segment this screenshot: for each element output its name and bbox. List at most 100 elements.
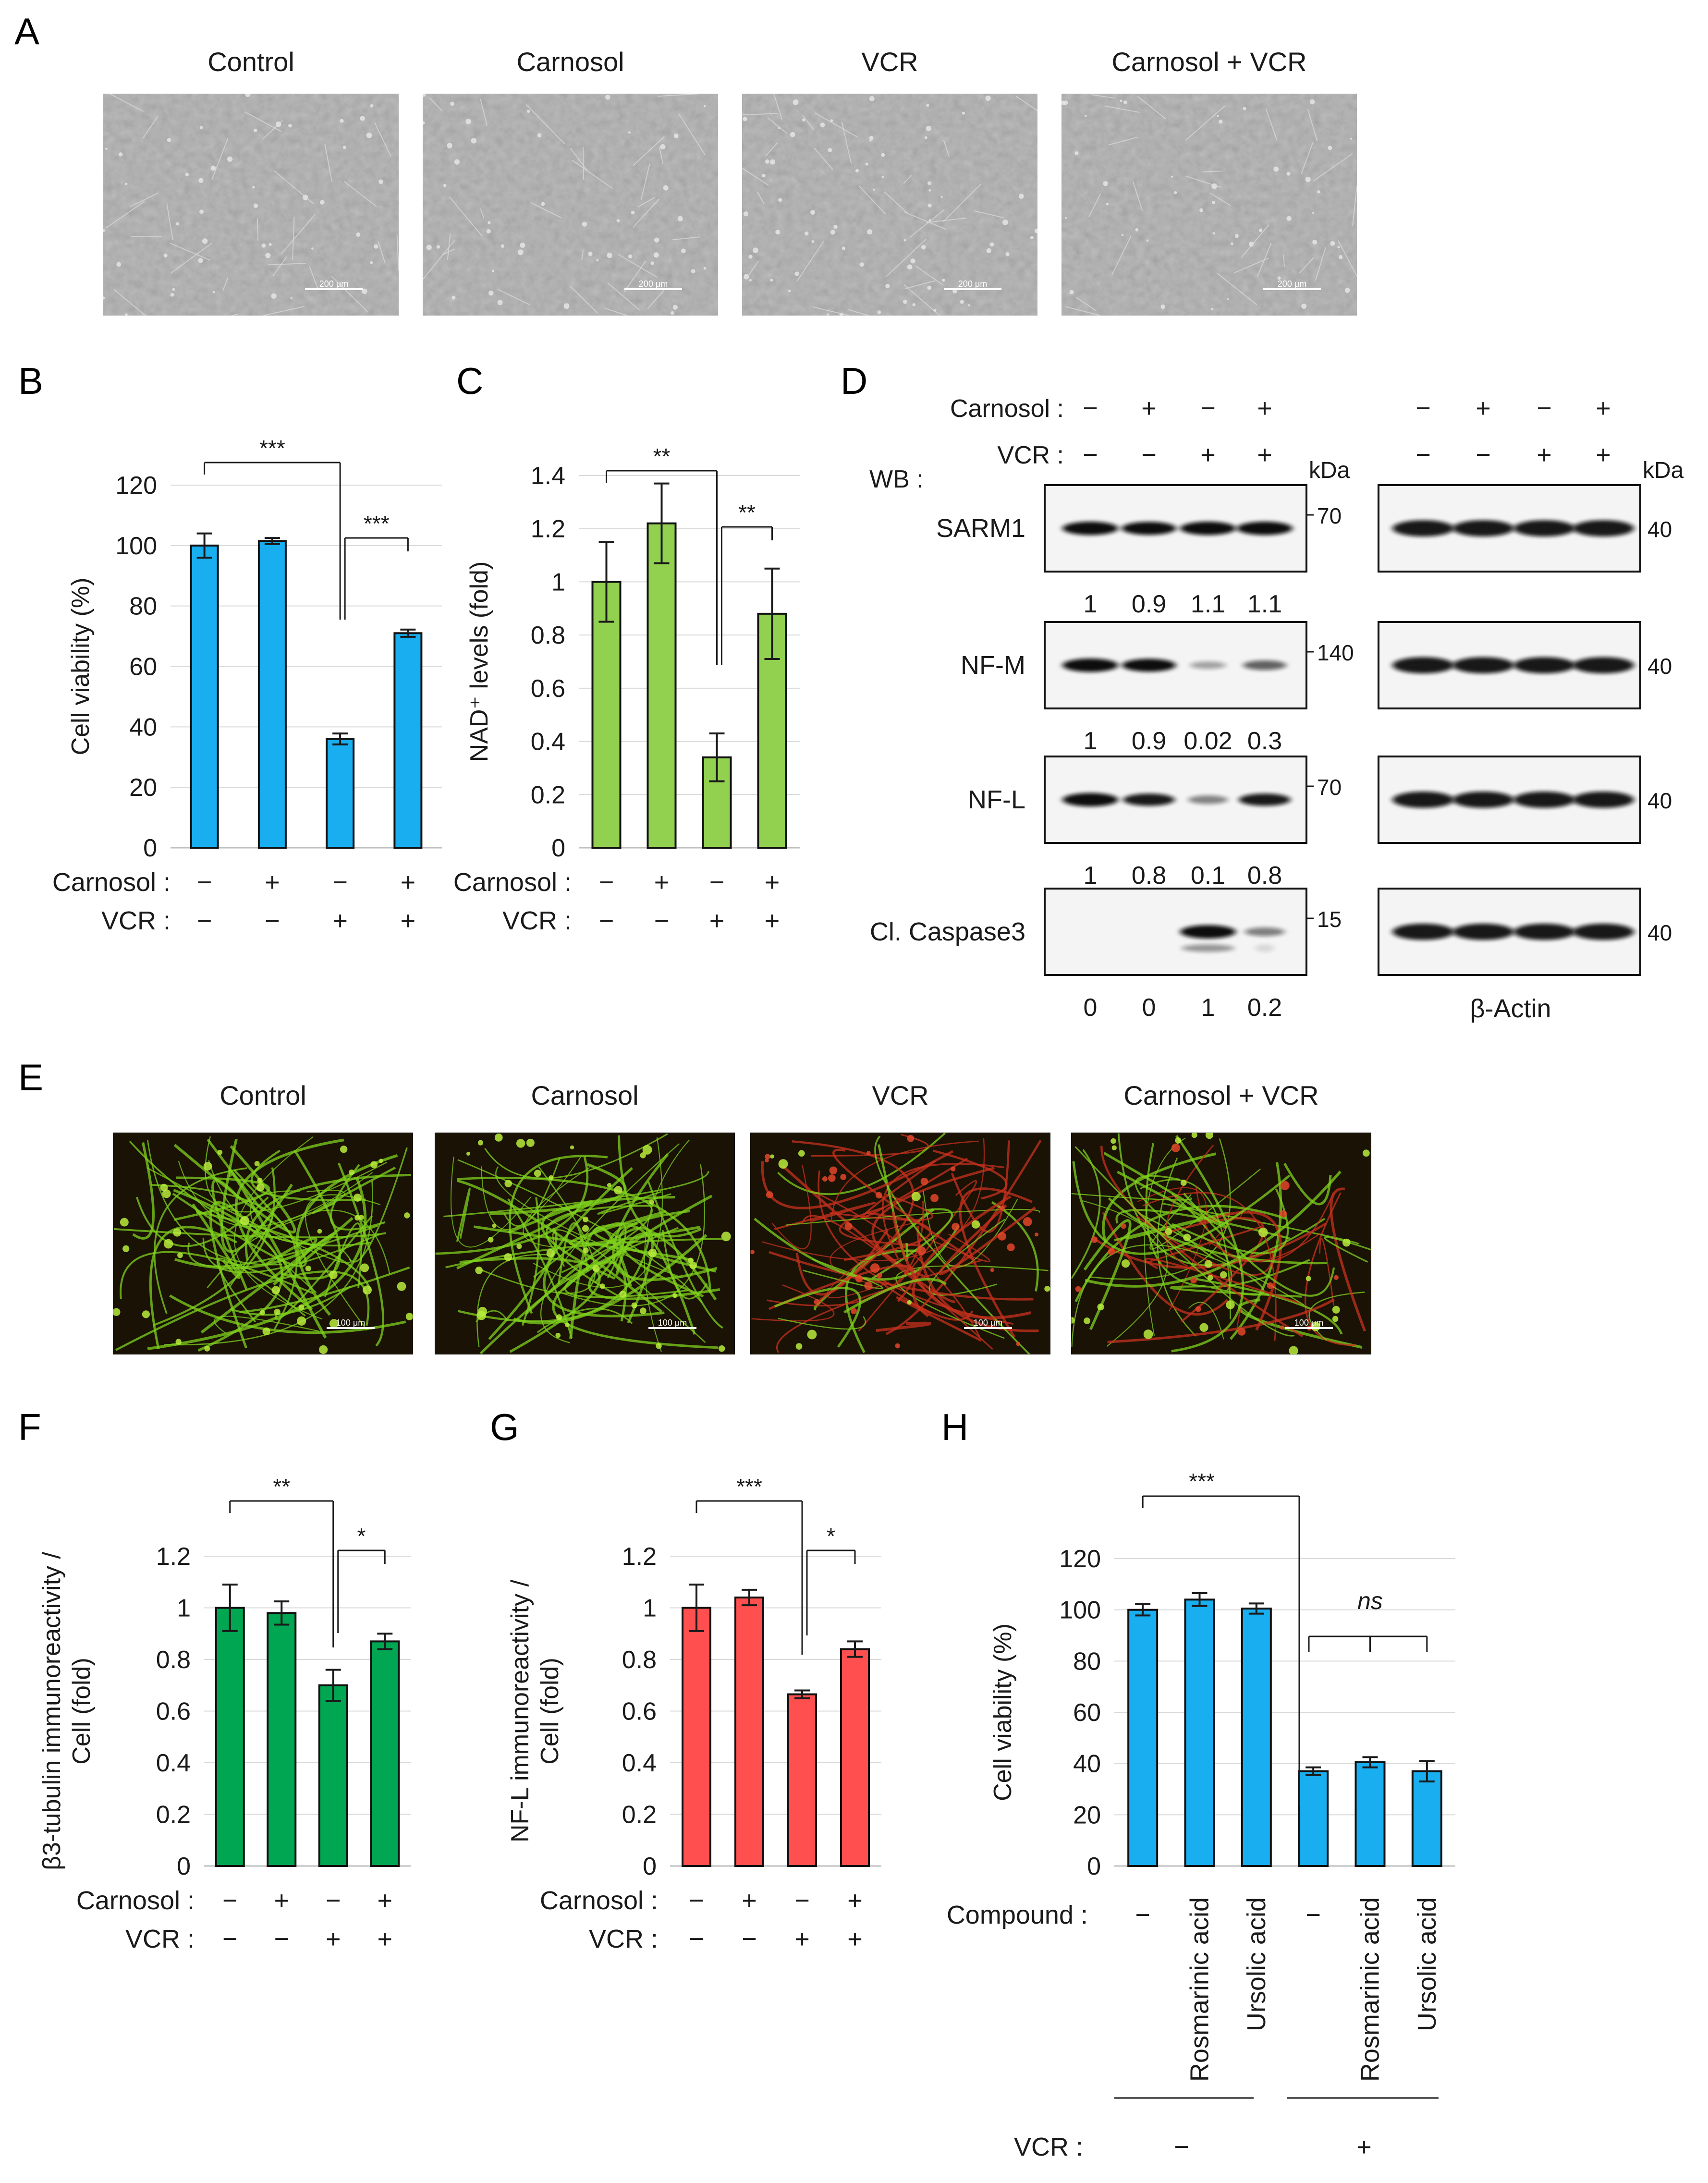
cell-body — [583, 1247, 589, 1254]
neurite — [1135, 1175, 1215, 1260]
cell-body — [274, 1308, 281, 1316]
bar-3 — [326, 738, 355, 849]
y-axis-label: NAD⁺ levels (fold) — [465, 561, 493, 762]
actin-band — [1513, 792, 1575, 808]
kda-marker: 140 — [1317, 640, 1354, 665]
cell-body — [663, 185, 669, 191]
cell-body — [865, 162, 868, 166]
treatment-sign: + — [377, 1886, 392, 1915]
vcr-sign: − — [1174, 2133, 1189, 2161]
cell-body — [794, 271, 799, 276]
cell-body — [1312, 212, 1315, 214]
panel-e-images: Control 100 μm Carnosol 100 μm VCR 100 μm Carn… — [113, 1080, 1371, 1354]
scale-bar-label: 100 μm — [658, 1318, 687, 1328]
treatment-sign: − — [794, 1886, 810, 1915]
cell-body — [1267, 1282, 1274, 1289]
cell-body — [1016, 1342, 1021, 1346]
blot-band — [1244, 927, 1285, 937]
cell-body — [185, 172, 189, 177]
cell-body — [340, 1146, 348, 1153]
y-tick-label: 0.4 — [156, 1749, 191, 1777]
cell-body — [790, 132, 795, 137]
neurite — [647, 1181, 723, 1329]
cell-body — [1362, 1149, 1370, 1157]
row-label: Carnosol : — [76, 1886, 195, 1915]
cell-body — [971, 1220, 980, 1229]
cell-body — [1332, 1316, 1339, 1322]
y-tick-label: 0 — [643, 1853, 657, 1880]
y-tick-label: 100 — [1059, 1597, 1101, 1624]
cell-body — [743, 117, 747, 122]
cell-body — [319, 1345, 328, 1354]
neurite — [249, 1209, 390, 1275]
cell-body — [245, 94, 251, 98]
compound-label-2: Rosmarinic acid — [1185, 1897, 1214, 2082]
cell-body — [788, 290, 791, 293]
bar-2 — [267, 1612, 297, 1867]
cell-body — [840, 1174, 847, 1180]
neurite — [1238, 1298, 1363, 1349]
cell-body — [866, 1151, 871, 1155]
bar-2 — [257, 540, 287, 849]
neurite — [771, 1165, 812, 1250]
cell-body — [921, 245, 926, 250]
neurite — [457, 1233, 651, 1323]
actin-band — [1392, 520, 1454, 537]
neurite — [647, 290, 665, 309]
actin-band — [1392, 657, 1454, 673]
cell-body — [654, 237, 659, 243]
cell-body — [354, 1215, 361, 1221]
cell-body — [770, 279, 773, 282]
neurite — [263, 306, 305, 316]
cell-body — [405, 1313, 413, 1320]
carnosol-sign-actin: − — [1537, 394, 1552, 423]
cell-body — [885, 283, 890, 289]
cell-body — [907, 1300, 912, 1305]
neurite — [895, 1265, 1049, 1339]
neurite — [757, 192, 764, 204]
cell-body — [1350, 137, 1353, 140]
cell-body — [163, 253, 168, 258]
cell-body — [1106, 203, 1109, 206]
significance-label: *** — [1189, 1469, 1215, 1494]
vcr-label: VCR : — [997, 441, 1064, 469]
cell-body — [1204, 1260, 1212, 1268]
cell-body — [1091, 1236, 1098, 1243]
cell-body — [475, 1266, 483, 1274]
cell-body — [370, 261, 373, 264]
y-axis-label: Cell (fold) — [536, 1658, 564, 1765]
cell-body — [1160, 304, 1165, 309]
neurite — [115, 1270, 370, 1351]
cell-body — [253, 203, 258, 208]
blot-protein-label: SARM1 — [936, 514, 1025, 543]
bar-1 — [1127, 1609, 1159, 1867]
cell-body — [546, 1249, 555, 1257]
cell-body — [366, 133, 372, 138]
cell-body — [360, 1263, 369, 1272]
neurite — [129, 1140, 372, 1247]
cell-body — [1097, 1303, 1104, 1311]
cell-body — [907, 264, 913, 270]
neurite — [951, 1140, 1010, 1233]
cell-body — [265, 253, 271, 258]
micrograph-fluor-4: 100 μm — [1071, 1133, 1371, 1354]
cell-body — [1071, 1317, 1075, 1324]
micrograph-clipped: 100 μm — [750, 1133, 1050, 1354]
treatment-sign: + — [709, 906, 725, 935]
neurite — [1015, 96, 1037, 111]
cell-body — [374, 244, 378, 249]
bar-1 — [190, 544, 219, 849]
neurite — [1202, 171, 1222, 172]
neurite — [903, 175, 912, 184]
cell-body — [404, 1212, 410, 1219]
cell-body — [363, 1285, 372, 1295]
bar-2 — [1184, 1598, 1215, 1867]
treatment-sign: + — [265, 868, 280, 897]
kda-label-actin: kDa — [1643, 458, 1684, 483]
carnosol-sign: + — [1141, 394, 1157, 423]
y-axis-label: NF-L immunoreactivity / — [506, 1579, 534, 1842]
neurite — [106, 201, 145, 229]
actin-band — [1392, 924, 1454, 940]
cell-body — [565, 1322, 570, 1328]
neurite — [1140, 1179, 1232, 1319]
